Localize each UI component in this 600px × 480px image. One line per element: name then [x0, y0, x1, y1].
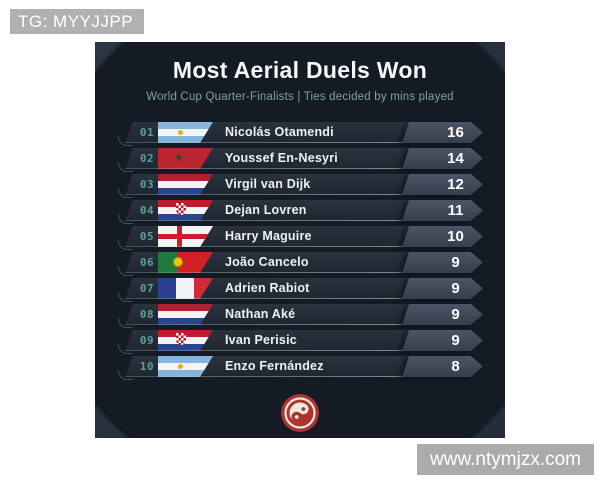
page-title: Most Aerial Duels Won: [172, 57, 428, 83]
row-bar: 07 Adrien Rabiot: [125, 278, 470, 299]
rank-label: 07: [139, 282, 155, 295]
value-chevron: 11: [398, 200, 483, 221]
table-row: 02 Youssef En-Nesyri 14: [118, 148, 483, 172]
leaderboard-card: Most Aerial Duels Won World Cup Quarter-…: [95, 42, 505, 438]
table-row: 01 Nicolás Otamendi 16: [118, 122, 483, 146]
row-tail-decoration: [118, 318, 133, 328]
player-name: Adrien Rabiot: [225, 281, 310, 295]
france-flag-icon: [158, 278, 213, 299]
value-chevron: 10: [398, 226, 483, 247]
rank-label: 08: [139, 308, 155, 321]
player-name: Enzo Fernández: [225, 359, 324, 373]
row-tail-decoration: [118, 266, 133, 276]
value-chevron: 9: [398, 252, 483, 273]
player-name: Nathan Aké: [225, 307, 296, 321]
duels-won-value: 9: [451, 280, 460, 297]
duels-won-value: 12: [447, 176, 464, 193]
rank-label: 06: [139, 256, 155, 269]
row-bar: 10 Enzo Fernández: [125, 356, 470, 377]
red-swirl-emblem-icon: [281, 394, 319, 432]
rank-label: 09: [139, 334, 155, 347]
england-flag-icon: [158, 226, 213, 247]
rank-label: 03: [139, 178, 155, 191]
value-chevron: 9: [398, 304, 483, 325]
row-tail-decoration: [118, 370, 133, 380]
argentina-flag-icon: [158, 356, 213, 377]
croatia-flag-icon: [158, 330, 213, 351]
telegram-watermark: TG: MYYJJPP: [10, 9, 145, 34]
rank-label: 04: [139, 204, 155, 217]
table-row: 08 Nathan Aké 9: [118, 304, 483, 328]
player-name: Dejan Lovren: [225, 203, 307, 217]
row-bar: 08 Nathan Aké: [125, 304, 470, 325]
row-bar: 05 Harry Maguire: [125, 226, 470, 247]
rank-label: 01: [139, 126, 155, 139]
portugal-flag-icon: [158, 252, 213, 273]
row-bar: 02 Youssef En-Nesyri: [125, 148, 470, 169]
player-name: Youssef En-Nesyri: [225, 151, 338, 165]
player-name: João Cancelo: [225, 255, 309, 269]
rank-label: 02: [139, 152, 155, 165]
duels-won-value: 9: [451, 332, 460, 349]
table-row: 07 Adrien Rabiot 9: [118, 278, 483, 302]
table-row: 09 Ivan Perisic 9: [118, 330, 483, 354]
row-tail-decoration: [118, 240, 133, 250]
argentina-flag-icon: [158, 122, 213, 143]
table-row: 10 Enzo Fernández 8: [118, 356, 483, 380]
duels-won-value: 16: [447, 124, 464, 141]
row-bar: 01 Nicolás Otamendi: [125, 122, 470, 143]
rank-label: 10: [139, 360, 155, 373]
table-row: 05 Harry Maguire 10: [118, 226, 483, 250]
table-row: 03 Virgil van Dijk 12: [118, 174, 483, 198]
page-subtitle: World Cup Quarter-Finalists | Ties decid…: [146, 91, 454, 103]
row-bar: 04 Dejan Lovren: [125, 200, 470, 221]
row-tail-decoration: [118, 136, 133, 146]
value-chevron: 16: [398, 122, 483, 143]
duels-won-value: 8: [451, 358, 460, 375]
player-name: Virgil van Dijk: [225, 177, 311, 191]
row-tail-decoration: [118, 188, 133, 198]
rank-label: 05: [139, 230, 155, 243]
row-tail-decoration: [118, 162, 133, 172]
netherlands-flag-icon: [158, 174, 213, 195]
croatia-flag-icon: [158, 200, 213, 221]
row-bar: 06 João Cancelo: [125, 252, 470, 273]
value-chevron: 9: [398, 330, 483, 351]
duels-won-value: 9: [451, 254, 460, 271]
player-name: Ivan Perisic: [225, 333, 297, 347]
value-chevron: 14: [398, 148, 483, 169]
website-watermark: www.ntymjzx.com: [417, 444, 594, 475]
duels-won-value: 14: [447, 150, 464, 167]
table-row: 06 João Cancelo 9: [118, 252, 483, 276]
row-bar: 03 Virgil van Dijk: [125, 174, 470, 195]
table-row: 04 Dejan Lovren 11: [118, 200, 483, 224]
player-name: Harry Maguire: [225, 229, 312, 243]
value-chevron: 12: [398, 174, 483, 195]
player-name: Nicolás Otamendi: [225, 125, 334, 139]
duels-won-value: 10: [447, 228, 464, 245]
value-chevron: 8: [398, 356, 483, 377]
leaderboard-rows: 01 Nicolás Otamendi 16 02 Youssef En-Nes…: [118, 122, 483, 382]
row-tail-decoration: [118, 292, 133, 302]
netherlands-flag-icon: [158, 304, 213, 325]
morocco-flag-icon: [158, 148, 213, 169]
row-bar: 09 Ivan Perisic: [125, 330, 470, 351]
duels-won-value: 9: [451, 306, 460, 323]
value-chevron: 9: [398, 278, 483, 299]
row-tail-decoration: [118, 214, 133, 224]
row-tail-decoration: [118, 344, 133, 354]
duels-won-value: 11: [447, 202, 464, 219]
